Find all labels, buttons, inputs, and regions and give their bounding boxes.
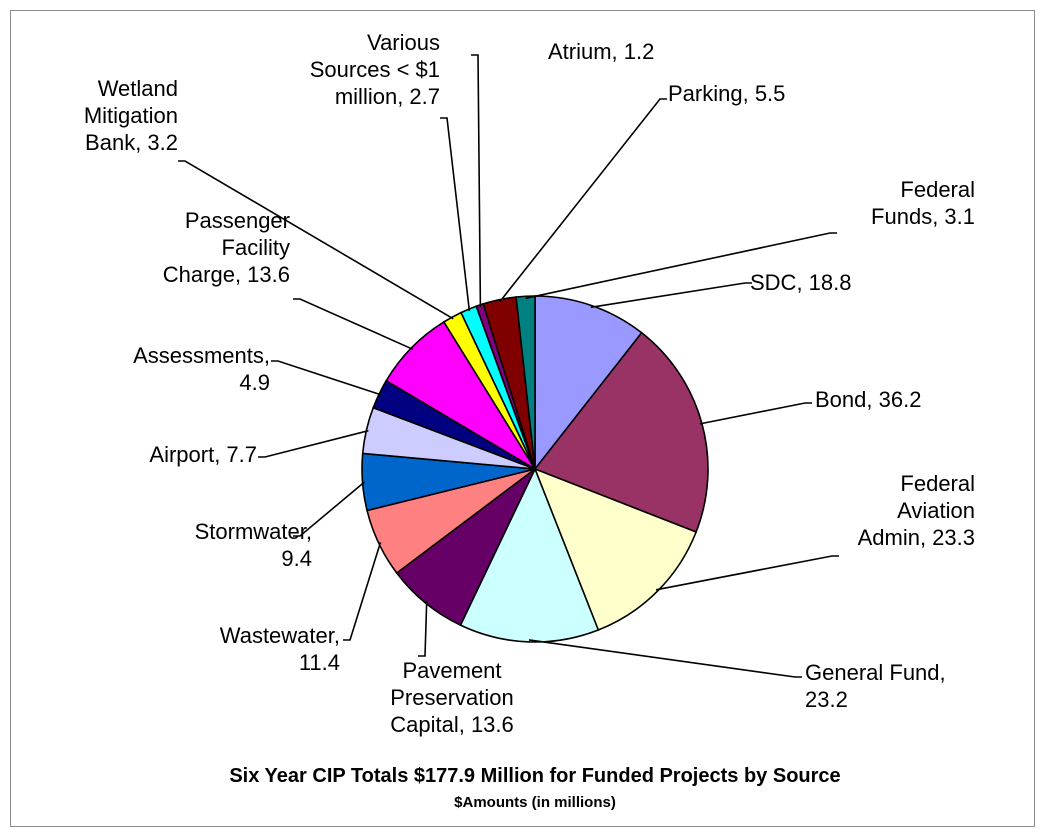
leader-lines bbox=[178, 54, 839, 678]
slice-label-line: General Fund, bbox=[805, 660, 946, 685]
leader-line bbox=[525, 232, 837, 300]
slice-label: Assessments, 4.9 bbox=[133, 343, 270, 395]
leader-line bbox=[499, 98, 667, 303]
slice-label-line: SDC, 18.8 bbox=[750, 270, 852, 295]
slice-label-line: Sources < $1 bbox=[310, 57, 440, 82]
slice-label-line: Funds, 3.1 bbox=[871, 204, 975, 229]
slice-label-line: 4.9 bbox=[239, 370, 270, 395]
slice-label-line: 9.4 bbox=[281, 546, 312, 571]
leader-line bbox=[699, 402, 812, 425]
leader-line bbox=[178, 160, 454, 320]
leader-line bbox=[293, 481, 366, 537]
slice-label-line: Facility bbox=[222, 235, 290, 260]
leader-line bbox=[655, 555, 839, 591]
leader-line bbox=[271, 360, 382, 396]
slice-label-line: 23.2 bbox=[805, 687, 848, 712]
slice-label-line: Federal bbox=[900, 471, 975, 496]
leader-line bbox=[440, 117, 471, 312]
slice-label-line: Pavement bbox=[402, 658, 501, 683]
leader-line bbox=[590, 282, 752, 309]
slice-label-line: Passenger bbox=[185, 208, 290, 233]
slice-label-line: Aviation bbox=[897, 498, 975, 523]
slice-label-line: million, 2.7 bbox=[335, 84, 440, 109]
leader-line bbox=[293, 298, 414, 351]
leader-line bbox=[258, 429, 369, 458]
slice-label: Wetland Mitigation Bank, 3.2 bbox=[84, 76, 178, 155]
slice-label: General Fund, 23.2 bbox=[805, 660, 946, 712]
slice-label: Airport, 7.7 bbox=[149, 442, 257, 467]
leader-line bbox=[528, 639, 802, 678]
slice-label-line: Admin, 23.3 bbox=[858, 525, 975, 550]
leader-line bbox=[471, 54, 482, 308]
slice-label-line: Bank, 3.2 bbox=[85, 130, 178, 155]
slice-label-line: Federal bbox=[900, 177, 975, 202]
slice-label-line: Wastewater, bbox=[220, 623, 340, 648]
slice-label: Various Sources < $1 million, 2.7 bbox=[310, 30, 440, 109]
slice-label: SDC, 18.8 bbox=[750, 270, 852, 295]
slice-label: Bond, 36.2 bbox=[815, 387, 921, 412]
chart-title: Six Year CIP Totals $177.9 Million for F… bbox=[229, 765, 840, 787]
slice-label: Parking, 5.5 bbox=[668, 81, 785, 106]
slice-label-line: Mitigation bbox=[84, 103, 178, 128]
pie-slice bbox=[459, 466, 600, 643]
pie-slice bbox=[534, 295, 643, 472]
leader-line bbox=[343, 542, 382, 641]
slice-label: Atrium, 1.2 bbox=[548, 39, 654, 64]
slice-label-line: Preservation bbox=[390, 685, 514, 710]
slice-label: Pavement Preservation Capital, 13.6 bbox=[390, 658, 514, 737]
slice-label-line: Stormwater, bbox=[195, 519, 312, 544]
slice-label: Stormwater, 9.4 bbox=[195, 519, 312, 571]
slice-label-line: 11.4 bbox=[299, 650, 340, 675]
slice-label-line: Atrium, 1.2 bbox=[548, 39, 654, 64]
slice-label-line: Bond, 36.2 bbox=[815, 387, 921, 412]
slice-label-line: Charge, 13.6 bbox=[163, 262, 290, 287]
leader-line bbox=[418, 601, 428, 657]
slice-label: Wastewater, 11.4 bbox=[220, 623, 340, 675]
slice-label: Federal Aviation Admin, 23.3 bbox=[858, 471, 975, 550]
slice-label-line: Various bbox=[367, 30, 440, 55]
slice-label-line: Airport, 7.7 bbox=[149, 442, 257, 467]
chart-subtitle: $Amounts (in millions) bbox=[454, 794, 616, 811]
slice-label-line: Assessments, bbox=[133, 343, 270, 368]
slice-label: Federal Funds, 3.1 bbox=[871, 177, 975, 229]
slice-label: Passenger Facility Charge, 13.6 bbox=[163, 208, 290, 287]
slice-label-line: Wetland bbox=[98, 76, 178, 101]
pie-slice bbox=[533, 467, 698, 632]
pie-slices bbox=[361, 295, 709, 643]
slice-label-line: Capital, 13.6 bbox=[390, 712, 514, 737]
slice-label-line: Parking, 5.5 bbox=[668, 81, 785, 106]
